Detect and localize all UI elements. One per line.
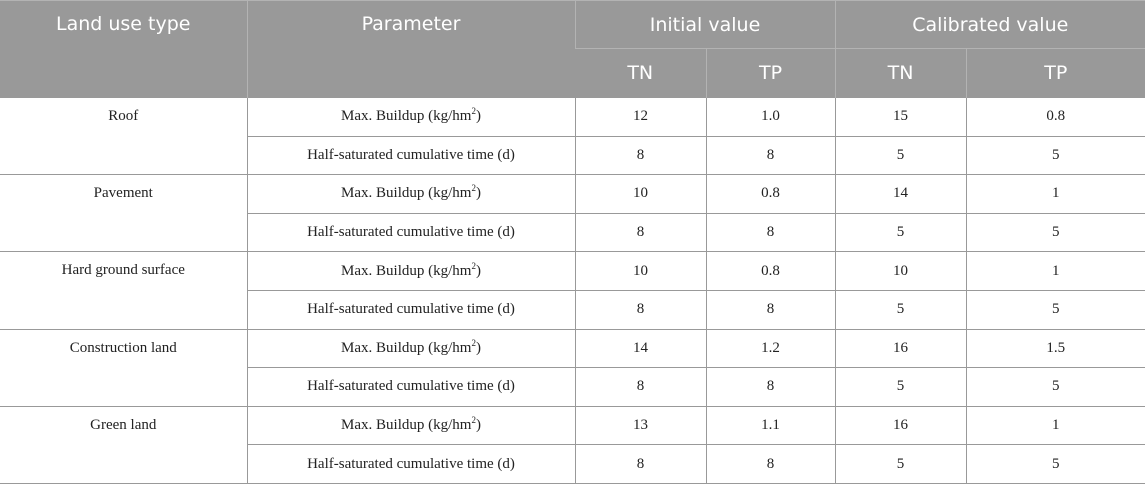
land-use-cell: Construction land (0, 328, 248, 407)
parameter-cell-max-buildup: Max. Buildup (kg/hm2) (246, 405, 576, 446)
table-row: Green land Max. Buildup (kg/hm2) 13 1.1 16 1 (0, 405, 1145, 484)
value-cell-init-tn: 14 (574, 328, 707, 369)
value-cell-init-tn: 10 (574, 174, 707, 214)
parameter-cell-max-buildup: Max. Buildup (kg/hm2) (246, 251, 576, 291)
value-cell-cal-tp: 5 (965, 367, 1145, 407)
value-cell-init-tp: 1.2 (705, 328, 836, 369)
unit-superscript: 2 (471, 183, 476, 194)
land-use-cell: Hard ground surface (0, 251, 248, 330)
max-buildup-label: Max. Buildup (kg/hm (341, 262, 472, 279)
value-cell-cal-tp: 1 (965, 405, 1145, 446)
value-cell-cal-tn: 15 (834, 97, 967, 137)
unit-close-paren: ) (475, 108, 481, 125)
parameter-cell-half-saturated: Half-saturated cumulative time (d) (247, 212, 576, 253)
parameter-cell-half-saturated: Half-saturated cumulative time (d) (247, 444, 576, 484)
unit-superscript: 2 (471, 337, 476, 348)
header-initial-value: Initial value (574, 0, 836, 49)
header-parameter: Parameter (246, 0, 575, 98)
table-row: Half-saturated cumulative time (d) 8 8 5 5 (0, 212, 1145, 253)
value-cell-cal-tp: 5 (965, 444, 1145, 484)
unit-superscript: 2 (471, 260, 476, 271)
table-row: Pavement Max. Buildup (kg/hm2) 10 0.8 14 1 (0, 174, 1145, 253)
unit-close-paren: ) (475, 185, 481, 202)
table-row: Hard ground surface Max. Buildup (kg/hm2)… (0, 251, 1145, 330)
max-buildup-label: Max. Buildup (kg/hm (341, 108, 472, 125)
value-cell-init-tp: 8 (705, 367, 836, 407)
parameter-cell-max-buildup: Max. Buildup (kg/hm2) (246, 328, 576, 369)
max-buildup-label: Max. Buildup (kg/hm (341, 185, 472, 202)
header-calibrated-tp: TP (965, 48, 1145, 98)
value-cell-init-tn: 8 (574, 367, 707, 407)
value-cell-cal-tn: 5 (834, 212, 967, 253)
land-use-cell: Roof (0, 96, 248, 176)
value-cell-init-tp: 8 (705, 444, 836, 484)
land-use-cell: Pavement (0, 174, 248, 253)
value-cell-init-tn: 8 (574, 444, 707, 484)
parameter-cell-max-buildup: Max. Buildup (kg/hm2) (246, 174, 576, 214)
value-cell-cal-tp: 5 (965, 289, 1145, 330)
unit-superscript: 2 (471, 415, 476, 426)
header-initial-tp: TP (705, 48, 836, 98)
value-cell-init-tn: 12 (574, 97, 707, 137)
value-cell-cal-tp: 1.5 (965, 328, 1145, 369)
header-calibrated-tn: TN (834, 48, 967, 98)
value-cell-cal-tp: 5 (965, 212, 1145, 253)
header-row-1: Land use type Parameter Initial value Ca… (0, 0, 1145, 98)
header-initial-tn: TN (575, 48, 706, 98)
parameter-cell-half-saturated: Half-saturated cumulative time (d) (247, 135, 576, 176)
value-cell-init-tn: 13 (574, 405, 707, 446)
value-cell-cal-tp: 5 (965, 135, 1145, 176)
table-row: Half-saturated cumulative time (d) 8 8 5 5 (0, 289, 1145, 330)
value-cell-cal-tp: 1 (965, 174, 1145, 214)
max-buildup-label: Max. Buildup (kg/hm (341, 339, 472, 356)
value-cell-cal-tp: 0.8 (965, 97, 1145, 137)
table-row: Half-saturated cumulative time (d) 8 8 5 5 (0, 444, 1145, 484)
table-row: Half-saturated cumulative time (d) 8 8 5 5 (0, 367, 1145, 407)
value-cell-cal-tn: 10 (834, 251, 967, 291)
value-cell-cal-tn: 5 (834, 367, 967, 407)
unit-superscript: 2 (471, 106, 476, 117)
unit-close-paren: ) (475, 262, 481, 279)
value-cell-init-tn: 8 (574, 135, 707, 176)
table-body: Roof Max. Buildup (kg/hm2) 12 1.0 15 0.8 Half-… (0, 96, 1145, 484)
value-cell-init-tp: 1.0 (705, 97, 836, 137)
value-cell-cal-tn: 5 (834, 444, 967, 484)
unit-close-paren: ) (475, 339, 481, 356)
table-row: Roof Max. Buildup (kg/hm2) 12 1.0 15 0.8 (0, 96, 1145, 176)
value-cell-init-tn: 10 (574, 251, 707, 291)
parameter-cell-max-buildup: Max. Buildup (kg/hm2) (246, 97, 576, 137)
value-cell-init-tp: 0.8 (705, 251, 836, 291)
table-row: Half-saturated cumulative time (d) 8 8 5 5 (0, 135, 1145, 176)
table-row: Construction land Max. Buildup (kg/hm2) 14… (0, 328, 1145, 407)
value-cell-cal-tn: 5 (834, 289, 967, 330)
value-cell-cal-tp: 1 (965, 251, 1145, 291)
value-cell-cal-tn: 14 (834, 174, 967, 214)
value-cell-init-tp: 0.8 (705, 174, 836, 214)
header-row-2: TN TP TN TP (0, 48, 1145, 98)
unit-close-paren: ) (475, 417, 481, 434)
value-cell-init-tn: 8 (574, 212, 707, 253)
value-cell-cal-tn: 16 (834, 405, 967, 446)
parameter-cell-half-saturated: Half-saturated cumulative time (d) (247, 289, 576, 330)
value-cell-init-tp: 1.1 (705, 405, 836, 446)
value-cell-init-tp: 8 (705, 212, 836, 253)
table-header: Land use type Parameter Initial value Ca… (0, 0, 1145, 98)
value-cell-cal-tn: 16 (834, 328, 967, 369)
value-cell-init-tp: 8 (705, 289, 836, 330)
value-cell-init-tn: 8 (574, 289, 707, 330)
header-land-use-type: Land use type (0, 0, 247, 98)
parameter-cell-half-saturated: Half-saturated cumulative time (d) (247, 367, 576, 407)
land-use-cell: Green land (0, 405, 248, 484)
value-cell-init-tp: 8 (705, 135, 836, 176)
max-buildup-label: Max. Buildup (kg/hm (341, 417, 472, 434)
value-cell-cal-tn: 5 (834, 135, 967, 176)
header-calibrated-value: Calibrated value (834, 0, 1145, 49)
